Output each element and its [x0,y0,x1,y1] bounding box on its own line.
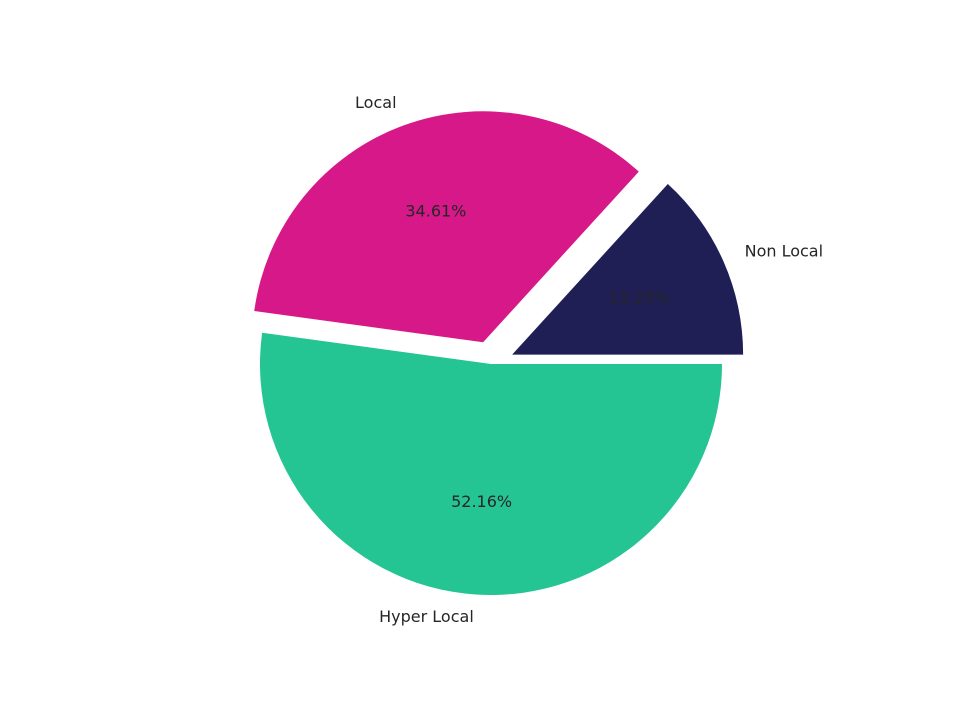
pie-slice-local [254,111,639,343]
pie-slice-hyper-local [260,332,722,595]
slice-percent-non-local: 13.23% [608,288,669,307]
slice-label-local: Local [355,93,396,112]
slice-percent-local: 34.61% [405,201,466,220]
slice-percent-hyper-local: 52.16% [451,492,512,511]
labels-layer: Non Local 13.23% Local 34.61% Hyper Local 52.… [355,93,823,626]
slice-label-hyper-local: Hyper Local [379,607,474,626]
slices-layer [254,111,744,595]
slice-label-non-local: Non Local [745,242,823,261]
pie-slice-non-local [512,184,744,355]
